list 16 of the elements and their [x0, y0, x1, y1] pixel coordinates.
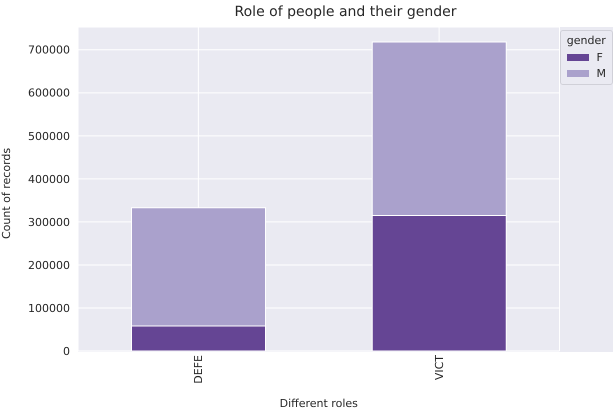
legend-label: M: [596, 66, 606, 80]
x-axis-title: Different roles: [280, 397, 358, 410]
y-tick-label: 700000: [28, 44, 70, 57]
y-tick-label: 0: [63, 344, 70, 358]
legend-label: F: [596, 50, 603, 64]
y-tick-label: 600000: [28, 86, 70, 100]
y-tick-label: 300000: [28, 216, 70, 229]
chart-title: Role of people and their gender: [234, 4, 458, 20]
y-tick-label: 100000: [28, 302, 70, 315]
y-tick-label: 200000: [28, 258, 70, 272]
x-tick-label: VICT: [432, 354, 446, 380]
y-tick-label: 400000: [28, 172, 70, 186]
y-axis-title: Count of records: [0, 148, 13, 239]
y-tick-label: 500000: [28, 130, 70, 143]
x-tick-label: DEFE: [192, 354, 206, 384]
legend-title: gender: [566, 34, 606, 47]
